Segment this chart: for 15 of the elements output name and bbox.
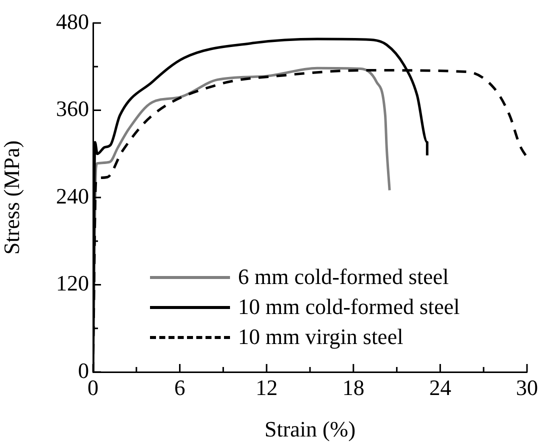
y-tick-label: 120 (56, 270, 89, 296)
y-axis-title: Stress (MPa) (0, 140, 24, 255)
x-tick-label: 30 (516, 374, 538, 400)
x-tick-label: 18 (342, 374, 364, 400)
x-axis-title: Strain (%) (264, 416, 356, 442)
legend-label: 6 mm cold-formed steel (238, 264, 449, 290)
y-tick-label: 0 (78, 358, 89, 383)
y-tick-label: 360 (56, 96, 89, 122)
y-tick-label: 240 (56, 183, 89, 208)
x-tick-label: 24 (429, 374, 452, 400)
legend-label: 10 mm cold-formed steel (238, 294, 460, 320)
x-tick-label: 12 (256, 374, 278, 400)
legend-label: 10 mm virgin steel (238, 324, 404, 350)
x-tick-label: 6 (174, 374, 186, 400)
y-tick-label: 480 (56, 8, 89, 34)
